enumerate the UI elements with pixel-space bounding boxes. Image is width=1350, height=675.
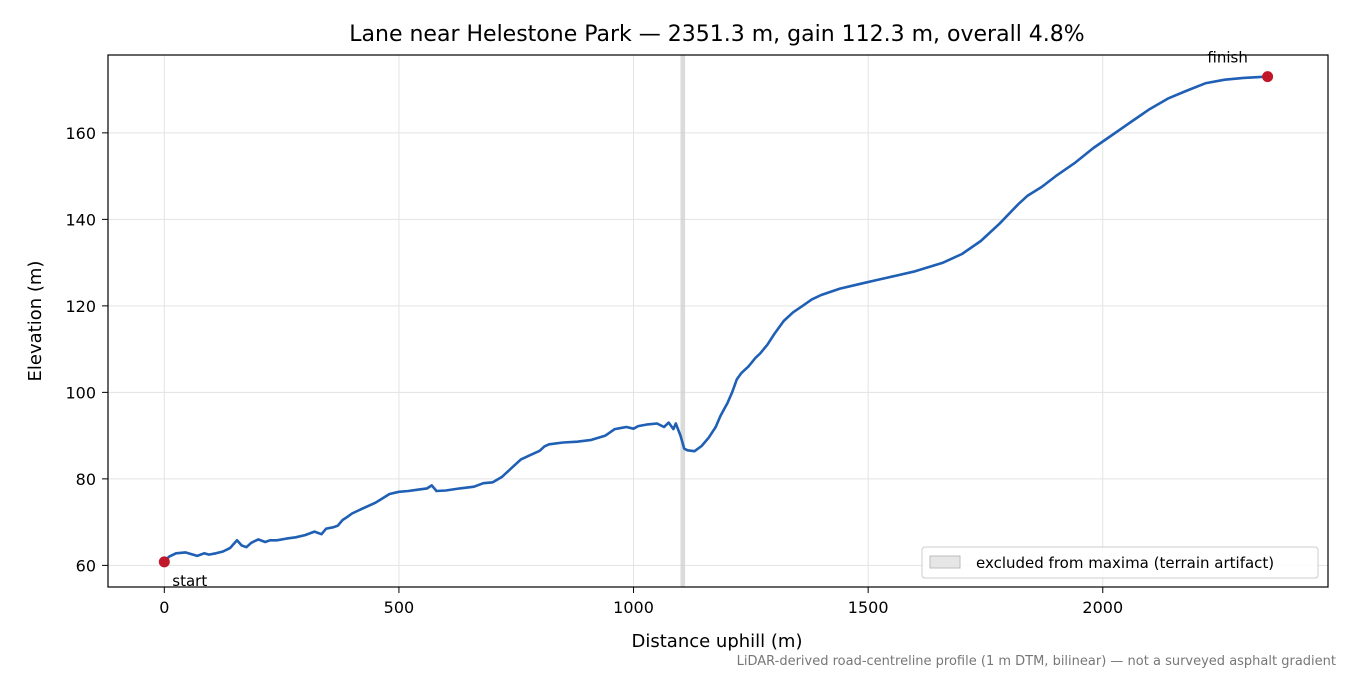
plot-frame xyxy=(107,54,1329,588)
y-tick-label: 160 xyxy=(65,124,96,143)
legend-swatch xyxy=(929,555,961,569)
legend-label: excluded from maxima (terrain artifact) xyxy=(976,554,1274,572)
y-axis-ticks: 60 80 100 120 140 160 xyxy=(65,124,108,575)
start-label: start xyxy=(172,572,207,590)
y-tick-label: 60 xyxy=(76,556,96,575)
finish-label: finish xyxy=(1207,49,1247,67)
elevation-line xyxy=(163,75,1268,563)
y-tick-label: 120 xyxy=(65,297,96,316)
y-tick-label: 80 xyxy=(76,470,96,489)
x-tick-label: 0 xyxy=(159,598,169,617)
x-axis-label: Distance uphill (m) xyxy=(632,631,803,652)
footnote: LiDAR-derived road-centreline profile (1… xyxy=(737,654,1336,669)
series-layer xyxy=(163,75,1268,563)
legend-box xyxy=(921,546,1319,579)
x-axis-ticks: 0 500 1000 1500 2000 xyxy=(159,587,1123,617)
chart-title: Lane near Helestone Park — 2351.3 m, gai… xyxy=(349,22,1084,47)
x-tick-label: 1000 xyxy=(613,598,654,617)
x-tick-label: 1500 xyxy=(848,598,889,617)
x-tick-label: 2000 xyxy=(1082,598,1123,617)
excluded-band xyxy=(680,55,686,587)
grid-lines xyxy=(108,55,1328,587)
finish-marker xyxy=(1262,71,1274,83)
y-tick-label: 100 xyxy=(65,383,96,402)
x-tick-label: 500 xyxy=(384,598,415,617)
y-axis-label: Elevation (m) xyxy=(25,261,46,382)
legend: excluded from maxima (terrain artifact) xyxy=(921,546,1319,579)
y-tick-label: 140 xyxy=(65,210,96,229)
start-marker xyxy=(158,556,170,568)
